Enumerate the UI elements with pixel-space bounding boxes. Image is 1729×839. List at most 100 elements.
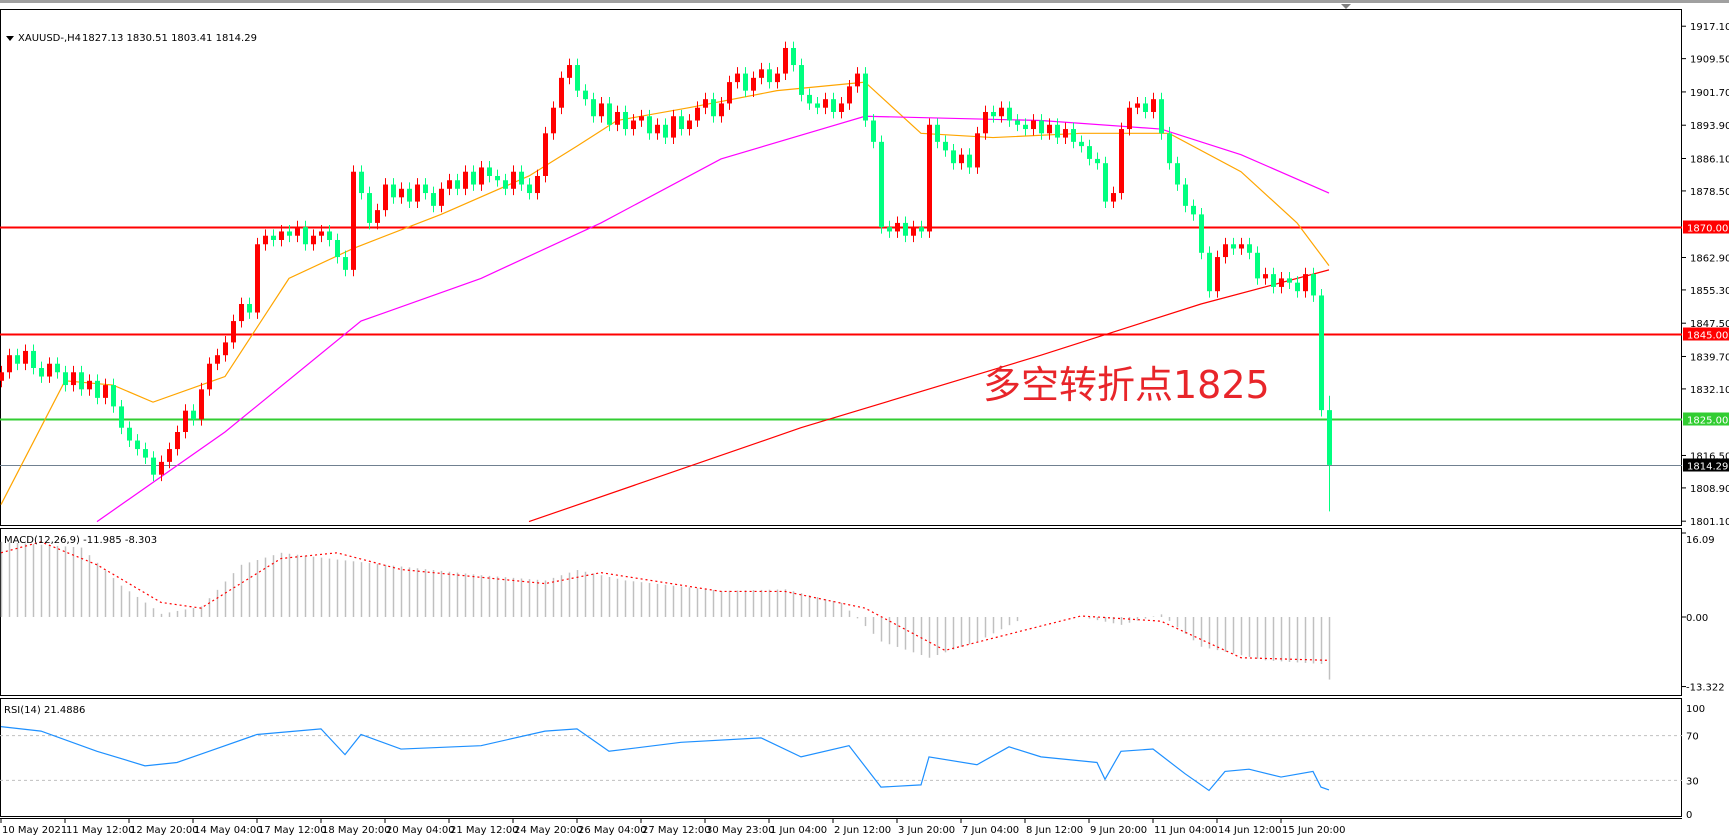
candle-body (511, 171, 516, 189)
candle-body (1239, 244, 1244, 249)
candle-body (1135, 103, 1140, 108)
macd-series (0, 541, 1331, 680)
candle-body (607, 103, 612, 125)
moving-average-line (0, 81, 1330, 505)
candle-body (807, 94, 812, 104)
candle-body (447, 180, 452, 189)
candle-body (991, 111, 996, 117)
price-tick-label: 1816.50 (1690, 451, 1729, 462)
candle-body (1039, 120, 1044, 134)
candle-body (1207, 252, 1212, 292)
macd-pane[interactable] (0, 528, 1682, 696)
price-tick-label: 1855.30 (1690, 286, 1729, 297)
level-label: 1825.00 (1687, 416, 1728, 427)
candle-body (583, 90, 588, 100)
candle-body (199, 389, 204, 420)
candle-body (703, 99, 708, 108)
level-label-bg (1683, 458, 1729, 472)
candle-body (1119, 129, 1124, 194)
candle-body (159, 461, 164, 475)
candle-body (663, 124, 668, 138)
candle-body (631, 120, 636, 130)
candle-body (799, 65, 804, 95)
level-label-bg (1683, 220, 1729, 234)
candle-body (1007, 107, 1012, 121)
time-tick-label: 12 May 20:00 (130, 825, 199, 836)
candle-body (1247, 244, 1252, 253)
candle-body (1055, 124, 1060, 138)
candle-body (1167, 133, 1172, 164)
candle-body (479, 167, 484, 185)
candle-body (119, 406, 124, 428)
time-tick-label: 30 May 23:00 (706, 825, 775, 836)
candle-body (559, 77, 564, 108)
candle-body (815, 103, 820, 108)
time-tick-label: 11 Jun 04:00 (1154, 825, 1218, 836)
price-tick-label: 1901.70 (1690, 88, 1729, 99)
candle-body (903, 222, 908, 236)
candle-body (1151, 99, 1156, 112)
candle-body (231, 321, 236, 343)
candle-body (527, 184, 532, 194)
rsi-pane[interactable] (0, 698, 1682, 817)
time-tick-label: 10 May 2021 (2, 825, 67, 836)
candle-body (943, 141, 948, 151)
price-tick-label: 1893.90 (1690, 121, 1729, 132)
time-tick-label: 3 Jun 20:00 (898, 825, 955, 836)
time-tick-label: 7 Jun 04:00 (962, 825, 1019, 836)
candle-body (103, 385, 108, 398)
candle-body (463, 171, 468, 189)
macd-title: MACD(12,26,9) -11.985 -8.303 (4, 535, 157, 546)
time-tick-label: 11 May 12:00 (66, 825, 135, 836)
rsi-series (0, 726, 1682, 792)
candle-body (79, 372, 84, 390)
candle-body (767, 69, 772, 83)
top-border (0, 0, 1729, 3)
candle-body (431, 193, 436, 206)
candle-body (351, 171, 356, 270)
candle-body (327, 231, 332, 240)
candle-body (695, 107, 700, 121)
candle-body (647, 116, 652, 134)
candle-body (519, 171, 524, 185)
main-pane[interactable] (0, 9, 1682, 526)
candle-body (127, 427, 132, 441)
candle-body (39, 368, 44, 377)
candle-body (671, 116, 676, 138)
candle-body (951, 150, 956, 164)
candle-body (71, 372, 76, 386)
candle-body (503, 180, 508, 189)
candle-body (1111, 193, 1116, 202)
candle-body (295, 227, 300, 236)
candle-body (823, 99, 828, 108)
candle-body (255, 244, 260, 313)
candle-body (1199, 214, 1204, 253)
candle-body (1087, 146, 1092, 159)
macd-tick-label: -13.322 (1686, 683, 1725, 694)
rsi-tick-label: 100 (1686, 704, 1705, 715)
candle-body (191, 410, 196, 420)
candle-body (727, 82, 732, 104)
rsi-line (0, 726, 1330, 792)
candle-body (87, 380, 92, 390)
candle-body (831, 99, 836, 112)
chart-shift-marker-icon[interactable] (1341, 4, 1351, 9)
macd-tick-label: 0.00 (1686, 613, 1708, 624)
candle-body (927, 124, 932, 232)
candle-body (1319, 295, 1324, 411)
candle-body (1223, 244, 1228, 258)
candle-body (615, 111, 620, 125)
level-label: 1870.00 (1687, 224, 1728, 235)
candle-body (935, 124, 940, 142)
rsi-tick-label: 0 (1686, 810, 1692, 821)
candle-body (1143, 103, 1148, 112)
time-tick-label: 24 May 20:00 (514, 825, 583, 836)
candle-body (1295, 282, 1300, 292)
triangle-down-icon[interactable] (6, 36, 14, 41)
candle-body (735, 73, 740, 83)
time-tick-label: 9 Jun 20:00 (1090, 825, 1147, 836)
time-tick-label: 14 Jun 12:00 (1218, 825, 1282, 836)
candle-body (999, 107, 1004, 117)
candle-body (143, 449, 148, 458)
